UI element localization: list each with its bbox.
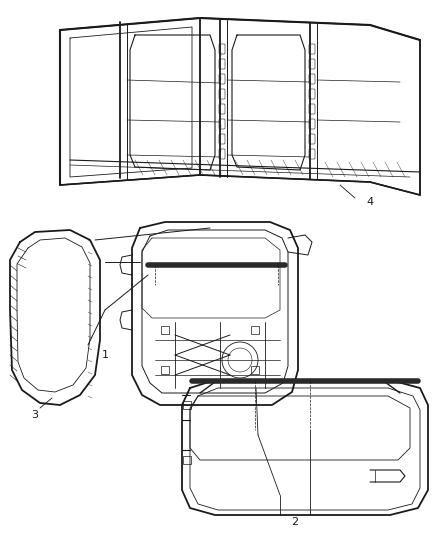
FancyBboxPatch shape bbox=[219, 59, 225, 69]
Text: 2: 2 bbox=[291, 517, 299, 527]
Text: 1: 1 bbox=[102, 350, 109, 360]
FancyBboxPatch shape bbox=[309, 44, 315, 54]
FancyBboxPatch shape bbox=[309, 59, 315, 69]
FancyBboxPatch shape bbox=[219, 149, 225, 159]
FancyBboxPatch shape bbox=[309, 74, 315, 84]
FancyBboxPatch shape bbox=[309, 89, 315, 99]
FancyBboxPatch shape bbox=[219, 104, 225, 114]
FancyBboxPatch shape bbox=[219, 74, 225, 84]
Bar bbox=[251, 326, 259, 334]
FancyBboxPatch shape bbox=[219, 134, 225, 144]
Text: 3: 3 bbox=[32, 410, 39, 420]
Bar bbox=[161, 326, 169, 334]
Bar bbox=[183, 401, 191, 409]
FancyBboxPatch shape bbox=[219, 89, 225, 99]
FancyBboxPatch shape bbox=[219, 44, 225, 54]
Bar bbox=[161, 366, 169, 374]
Bar bbox=[251, 366, 259, 374]
Bar bbox=[183, 456, 191, 464]
FancyBboxPatch shape bbox=[309, 134, 315, 144]
FancyBboxPatch shape bbox=[309, 119, 315, 129]
Text: 4: 4 bbox=[367, 197, 374, 207]
FancyBboxPatch shape bbox=[309, 149, 315, 159]
FancyBboxPatch shape bbox=[309, 104, 315, 114]
FancyBboxPatch shape bbox=[219, 119, 225, 129]
